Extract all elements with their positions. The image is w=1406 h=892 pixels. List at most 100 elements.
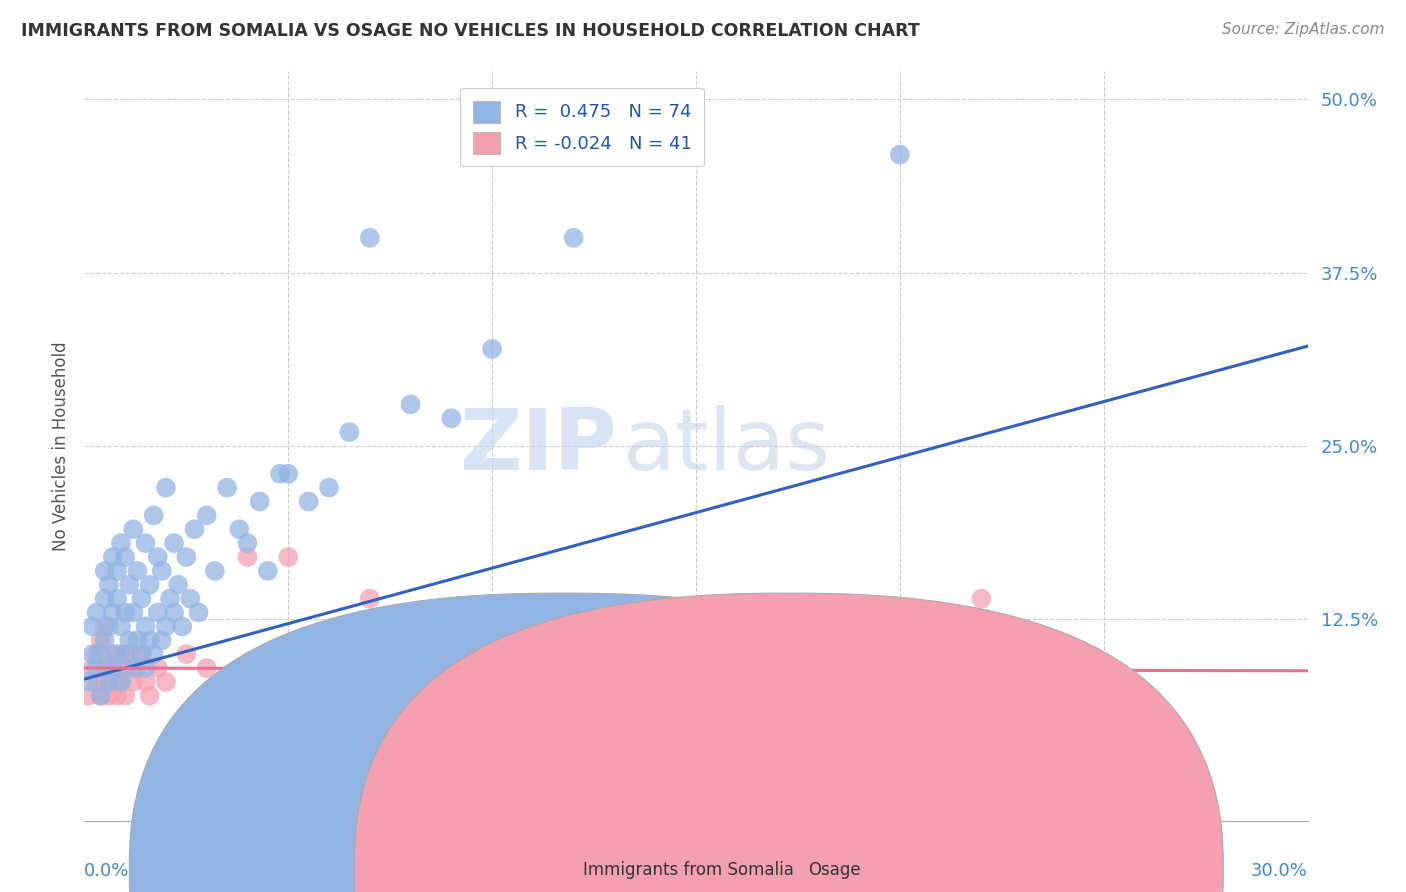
Text: IMMIGRANTS FROM SOMALIA VS OSAGE NO VEHICLES IN HOUSEHOLD CORRELATION CHART: IMMIGRANTS FROM SOMALIA VS OSAGE NO VEHI… xyxy=(21,22,920,40)
Point xyxy=(440,674,463,689)
Point xyxy=(277,467,299,481)
Point xyxy=(359,231,381,245)
Point xyxy=(135,619,157,633)
Point xyxy=(90,689,112,703)
Point xyxy=(97,661,120,675)
Point xyxy=(135,661,157,675)
Point xyxy=(105,647,128,661)
Point xyxy=(105,591,128,606)
Point xyxy=(249,494,271,508)
Point xyxy=(204,564,226,578)
Text: Source: ZipAtlas.com: Source: ZipAtlas.com xyxy=(1222,22,1385,37)
Point xyxy=(155,674,177,689)
Point xyxy=(90,633,112,648)
Point xyxy=(172,619,194,633)
Point xyxy=(481,661,503,675)
Point xyxy=(110,674,132,689)
Point xyxy=(101,549,124,564)
Point xyxy=(86,606,108,620)
Point xyxy=(228,522,250,536)
Point xyxy=(269,467,291,481)
Point xyxy=(562,231,585,245)
Point xyxy=(122,606,145,620)
Text: atlas: atlas xyxy=(623,404,831,488)
Point xyxy=(93,564,115,578)
Point xyxy=(86,647,108,661)
Point xyxy=(90,647,112,661)
Point xyxy=(97,578,120,592)
Point xyxy=(150,564,173,578)
Point xyxy=(399,647,422,661)
Point xyxy=(174,647,197,661)
Y-axis label: No Vehicles in Household: No Vehicles in Household xyxy=(52,341,70,551)
Point xyxy=(118,578,141,592)
Point xyxy=(93,591,115,606)
Point xyxy=(562,633,585,648)
Point xyxy=(93,619,115,633)
Point xyxy=(399,397,422,411)
Point xyxy=(889,147,911,161)
Point xyxy=(183,522,205,536)
Point xyxy=(82,647,104,661)
Text: 30.0%: 30.0% xyxy=(1251,862,1308,880)
Point xyxy=(131,647,153,661)
Point xyxy=(970,591,993,606)
Point xyxy=(685,606,707,620)
Text: ZIP: ZIP xyxy=(458,404,616,488)
Point xyxy=(167,578,190,592)
Point xyxy=(142,647,165,661)
Point xyxy=(127,661,149,675)
Point xyxy=(318,481,340,495)
Point xyxy=(93,674,115,689)
Point xyxy=(127,564,149,578)
Point xyxy=(135,536,157,550)
Point xyxy=(195,661,218,675)
Point xyxy=(90,689,112,703)
Point xyxy=(146,661,169,675)
Point xyxy=(105,661,128,675)
Point xyxy=(195,508,218,523)
FancyBboxPatch shape xyxy=(129,593,998,892)
Point xyxy=(82,661,104,675)
Point xyxy=(146,606,169,620)
Point xyxy=(135,674,157,689)
Point xyxy=(159,591,181,606)
Point xyxy=(77,689,100,703)
Point xyxy=(440,411,463,425)
Point xyxy=(174,549,197,564)
Point xyxy=(77,674,100,689)
Point xyxy=(118,633,141,648)
Point xyxy=(110,536,132,550)
Point xyxy=(150,633,173,648)
Point xyxy=(138,633,160,648)
Point xyxy=(97,619,120,633)
Point xyxy=(318,661,340,675)
Point xyxy=(163,606,186,620)
Point xyxy=(114,689,136,703)
Point xyxy=(187,606,209,620)
Point xyxy=(110,647,132,661)
Point xyxy=(101,647,124,661)
Legend: R =  0.475   N = 74, R = -0.024   N = 41: R = 0.475 N = 74, R = -0.024 N = 41 xyxy=(460,88,704,166)
Point xyxy=(122,661,145,675)
FancyBboxPatch shape xyxy=(354,593,1223,892)
Point xyxy=(217,674,239,689)
Point xyxy=(179,591,201,606)
Point xyxy=(114,549,136,564)
Text: 0.0%: 0.0% xyxy=(84,862,129,880)
Point xyxy=(122,522,145,536)
Point xyxy=(131,591,153,606)
Point xyxy=(163,536,186,550)
Point xyxy=(138,578,160,592)
Point xyxy=(110,619,132,633)
Point xyxy=(138,689,160,703)
Point xyxy=(101,661,124,675)
Point xyxy=(155,619,177,633)
Point xyxy=(298,494,321,508)
Point xyxy=(146,549,169,564)
Point xyxy=(114,606,136,620)
Point xyxy=(114,661,136,675)
Text: Immigrants from Somalia: Immigrants from Somalia xyxy=(583,861,794,879)
Point xyxy=(127,633,149,648)
Point xyxy=(105,689,128,703)
